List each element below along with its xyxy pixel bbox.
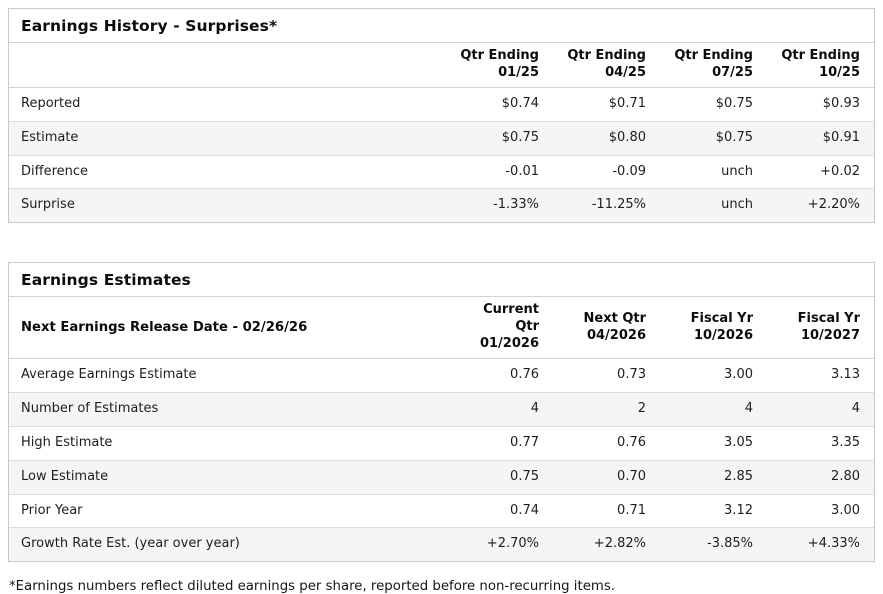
column-header: Qtr Ending 07/25 [660,43,767,88]
row-label: Estimate [9,121,446,156]
cell-value: $0.93 [767,87,874,122]
cell-value: $0.75 [660,87,767,122]
cell-value: 3.35 [767,426,874,461]
earnings-estimates-table: Next Earnings Release Date - 02/26/26 Cur… [9,297,874,562]
column-header: Qtr Ending 10/25 [767,43,874,88]
cell-value: unch [721,197,753,213]
header-lead [9,43,446,88]
cell-value: 0.73 [553,358,660,393]
row-label: Prior Year [9,494,446,529]
row-label: Growth Rate Est. (year over year) [21,536,240,552]
row-label: Reported [9,87,446,122]
table-row: Average Earnings Estimate 0.76 0.73 3.00 3.1… [9,358,874,393]
table-row: Growth Rate Est. (year over year) +2.70% +… [9,527,874,562]
cell-value: -3.85% [707,536,753,552]
cell-value: +2.20% [807,197,860,213]
cell-value: -0.01 [446,155,553,190]
cell-value: 0.76 [446,358,553,393]
header-row: Next Earnings Release Date - 02/26/26 Cur… [9,297,874,360]
cell-value: 3.05 [660,426,767,461]
cell-value: $0.91 [767,121,874,156]
earnings-history-title: Earnings History - Surprises* [9,9,874,43]
cell-value: +4.33% [807,536,860,552]
cell-value: -11.25% [591,197,646,213]
cell-value: 4 [767,392,874,427]
header-lead: Next Earnings Release Date - 02/26/26 [9,297,446,360]
cell-value: 0.74 [446,494,553,529]
cell-value: -0.09 [553,155,660,190]
cell-value: 3.13 [767,358,874,393]
earnings-history-card: Earnings History - Surprises* Qtr Ending… [8,8,875,224]
cell-value: 4 [446,392,553,427]
cell-value: 2.80 [767,460,874,495]
cell-value: 3.12 [660,494,767,529]
cell-value: 4 [660,392,767,427]
row-label: Number of Estimates [9,392,446,427]
footnote: *Earnings numbers reflect diluted earnin… [9,579,615,594]
cell-value: 0.70 [553,460,660,495]
column-header: Fiscal Yr 10/2026 [660,297,767,360]
cell-value: 0.77 [446,426,553,461]
header-row: Qtr Ending 01/25 Qtr Ending 04/25 Qtr Ending… [9,43,874,88]
row-label: Surprise [21,197,75,213]
cell-value: 3.00 [767,494,874,529]
cell-value: $0.74 [446,87,553,122]
row-label: Low Estimate [9,460,446,495]
table-row: Low Estimate 0.75 0.70 2.85 2.80 [9,460,874,495]
table-row: Number of Estimates 4 2 4 4 [9,392,874,427]
cell-value: +0.02 [767,155,874,190]
column-header: Qtr Ending 04/25 [553,43,660,88]
table-row: Surprise -1.33% -11.25% unch +2.20% [9,188,874,223]
row-label: Difference [9,155,446,190]
cell-value: -1.33% [493,197,539,213]
earnings-estimates-title: Earnings Estimates [9,263,874,298]
table-row: Reported $0.74 $0.71 $0.75 $0.93 [9,87,874,122]
cell-value: +2.82% [593,536,646,552]
cell-value: +2.70% [486,536,539,552]
cell-value: 2 [553,392,660,427]
table-row: High Estimate 0.77 0.76 3.05 3.35 [9,426,874,461]
cell-value: 3.00 [660,358,767,393]
row-label: High Estimate [9,426,446,461]
earnings-estimates-card: Earnings Estimates Next Earnings Release… [8,262,875,563]
table-row: Estimate $0.75 $0.80 $0.75 $0.91 [9,121,874,156]
cell-value: 2.85 [660,460,767,495]
table-row: Prior Year 0.74 0.71 3.12 3.00 [9,494,874,529]
cell-value: $0.71 [553,87,660,122]
column-header: Qtr Ending 01/25 [446,43,553,88]
cell-value: $0.80 [553,121,660,156]
cell-value: $0.75 [446,121,553,156]
column-header: Current Qtr 01/2026 [446,297,553,360]
cell-value: 0.71 [553,494,660,529]
column-header: Fiscal Yr 10/2027 [767,297,874,360]
table-row: Difference -0.01 -0.09 unch +0.02 [9,155,874,190]
row-label: Average Earnings Estimate [9,358,446,393]
column-header: Next Qtr 04/2026 [553,297,660,360]
cell-value: 0.75 [446,460,553,495]
earnings-history-table: Qtr Ending 01/25 Qtr Ending 04/25 Qtr Ending… [9,43,874,223]
cell-value: $0.75 [660,121,767,156]
cell-value: unch [660,155,767,190]
cell-value: 0.76 [553,426,660,461]
